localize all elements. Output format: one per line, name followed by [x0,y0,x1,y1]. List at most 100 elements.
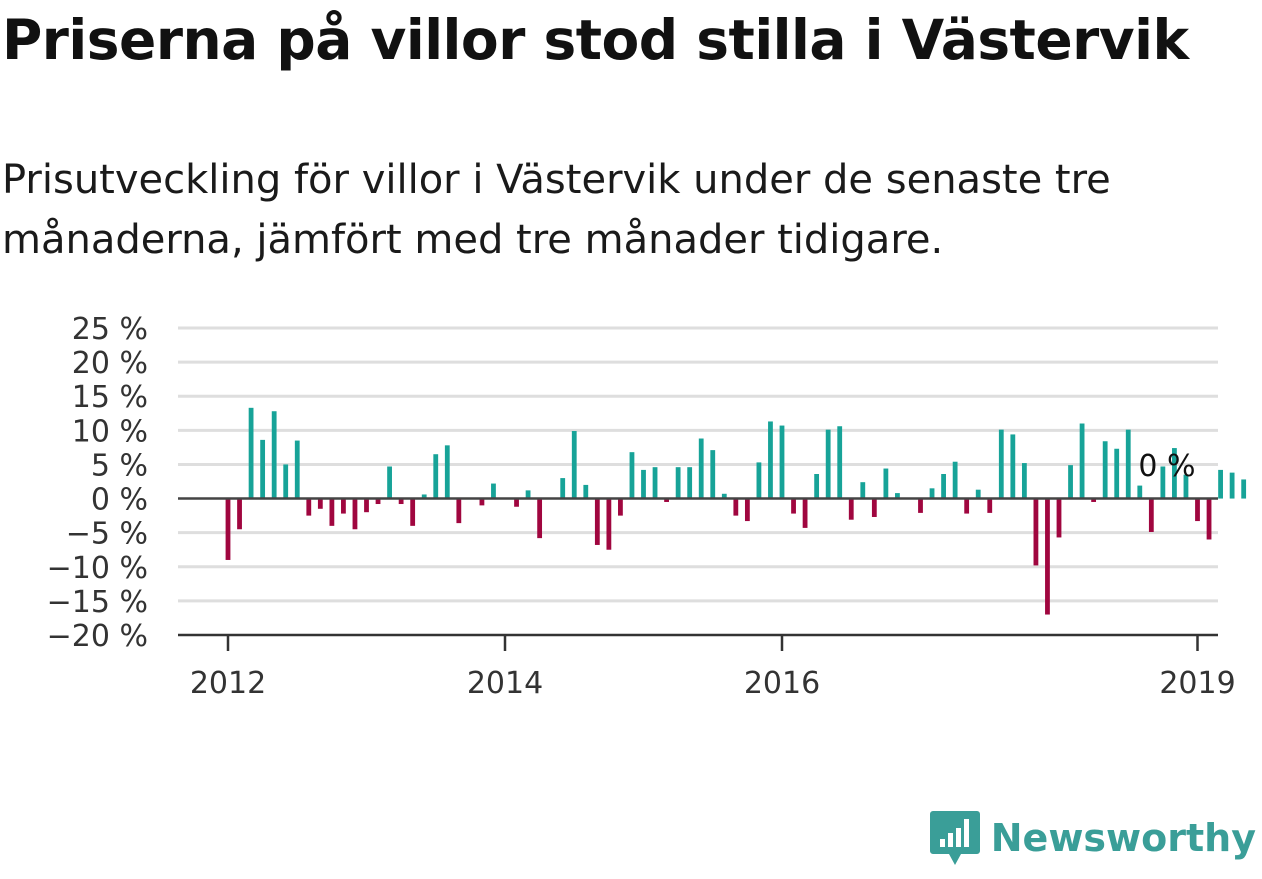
x-tick-label: 2019 [1159,666,1235,701]
bar [571,431,577,499]
newsworthy-logo-text: Newsworthy [990,816,1256,860]
y-tick-label: −20 % [47,619,148,654]
bar [283,464,289,499]
bar [791,498,796,514]
bar [537,498,543,539]
bar [848,498,854,520]
bar [664,498,669,502]
bar [975,489,981,499]
bar [860,482,866,499]
bar [837,426,843,499]
bar [410,498,416,526]
bar [1229,472,1235,499]
bar [479,498,485,506]
bar [618,498,623,516]
bar [941,474,946,499]
x-axis-tick-labels: 2012201420162019202120232025 [190,666,1236,701]
bar [1091,498,1097,502]
bar [294,440,300,499]
bar [560,478,566,499]
y-tick-label: 10 % [72,414,148,449]
bar [987,498,993,513]
bar [698,438,704,499]
x-tick-label: 2012 [190,666,266,701]
bar [883,468,889,499]
bar [491,483,496,499]
bar [387,466,392,499]
bar [1114,448,1120,499]
bar [1195,498,1200,522]
bar [1102,441,1108,499]
y-tick-label: −10 % [47,551,148,586]
chart-subtitle: Prisutveckling för villor i Västervik un… [2,157,1111,263]
bar [329,498,335,526]
y-tick-label: 5 % [91,448,148,483]
latest-value-annotation: 0 % [1138,449,1195,484]
bar [756,462,762,499]
bar [525,490,531,499]
bar [652,467,658,499]
bar [248,407,254,499]
y-tick-label: −15 % [47,585,148,620]
bar [1218,469,1223,499]
bar [398,498,404,505]
y-tick-label: 0 % [91,483,148,518]
bar [341,498,346,514]
bar [237,498,242,530]
bar [1068,465,1073,499]
y-tick-label: 15 % [72,380,148,415]
bar [895,493,900,499]
y-tick-label: 25 % [72,312,148,347]
axes [178,497,1218,651]
x-tick-label: 2014 [467,666,543,701]
bar [1079,423,1085,499]
bar [1021,463,1027,499]
bar [433,454,439,499]
bar [421,494,427,499]
bar [1056,498,1062,538]
bar [687,467,693,499]
bar [675,467,681,499]
gridlines [178,326,1218,603]
bar [1206,498,1212,540]
bar [456,498,462,524]
bar [733,498,739,516]
y-axis-tick-labels: 25 %20 %15 %10 %5 %0 %−5 %−10 %−15 %−20 … [47,312,148,654]
bar [271,411,277,499]
bar [744,498,750,522]
bar [352,498,358,530]
bar [260,439,266,499]
bar [606,498,612,550]
bar [964,498,970,514]
y-tick-label: −5 % [66,517,148,552]
bar [1125,429,1131,499]
bar [1137,485,1143,499]
bar [375,498,381,505]
bar [1183,474,1189,499]
bars [225,407,1247,615]
x-tick-label: 2016 [744,666,820,701]
bar [929,488,935,499]
y-tick-label: 20 % [72,346,148,381]
bar [444,445,450,499]
newsworthy-logo: Newsworthy [929,809,1256,867]
bar [871,498,877,517]
bar [317,498,323,509]
chart-title: Priserna på villor stod stilla i Västerv… [2,8,1189,72]
bar [225,498,231,560]
bar [952,461,958,499]
bar [1241,479,1247,499]
bar [1172,448,1177,499]
bar [918,498,923,513]
bar [641,469,646,499]
bar [721,493,727,499]
bar [514,498,519,507]
bar [825,429,831,499]
bar [1045,498,1050,615]
bar [710,450,716,499]
bar-chart: 25 %20 %15 %10 %5 %0 %−5 %−10 %−15 %−20 … [47,312,1247,701]
bar [998,429,1004,499]
bar [1010,434,1016,499]
bar [364,498,369,513]
bar [802,498,808,528]
